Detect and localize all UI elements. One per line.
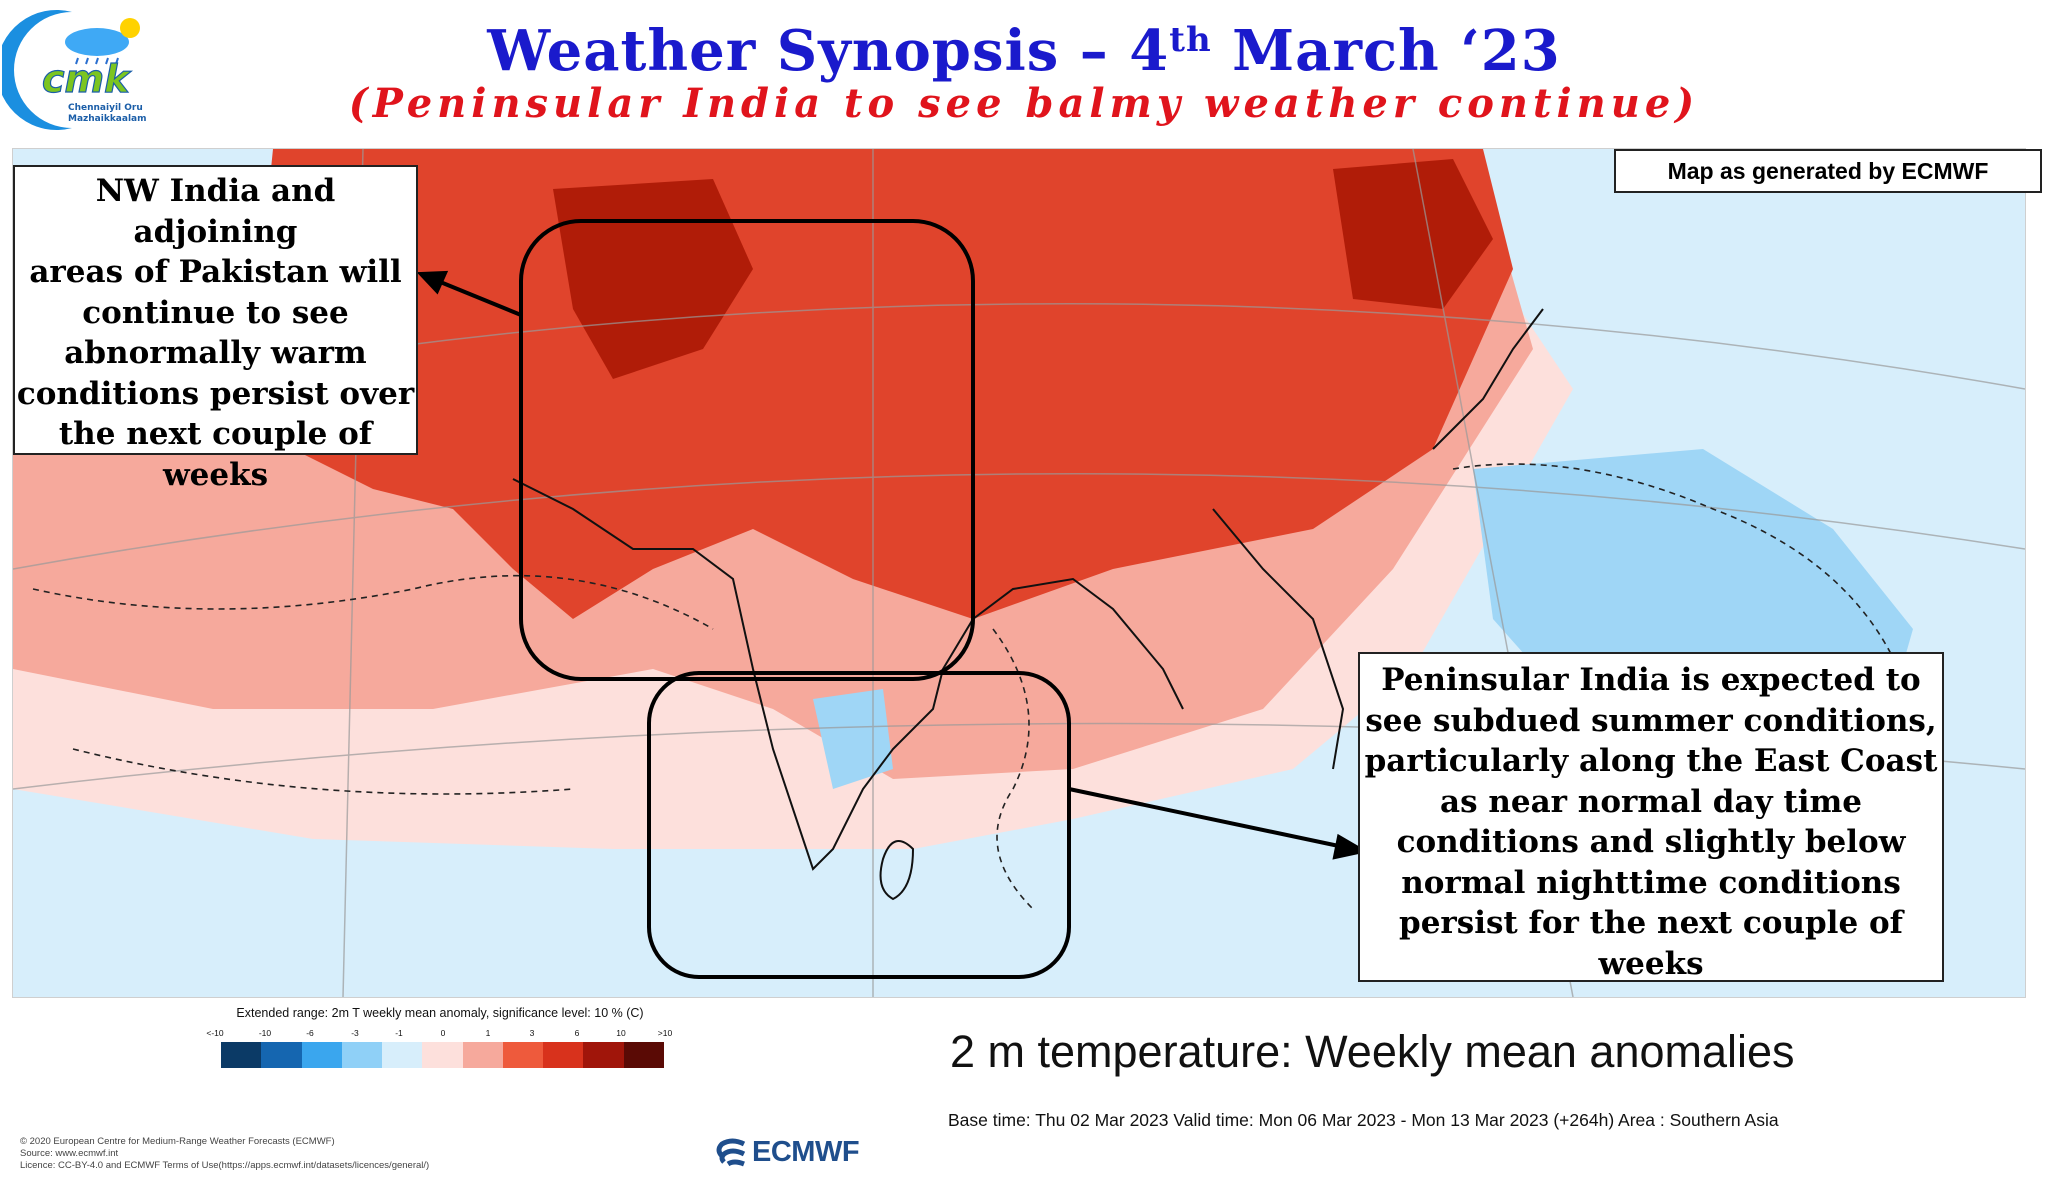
callout-nw-line: the next couple of <box>58 416 373 452</box>
base-time-text: Base time: Thu 02 Mar 2023 Valid time: M… <box>948 1110 1779 1130</box>
ecmwf-swirl-icon <box>716 1138 746 1167</box>
copyright-line: Source: www.ecmwf.int <box>20 1148 119 1159</box>
arrowhead-peninsular <box>1332 833 1369 860</box>
callout-pen-line: see subdued summer conditions, <box>1365 702 1937 739</box>
map-coastlines <box>512 308 1544 901</box>
callout-nw-line: NW India and adjoining <box>95 173 336 250</box>
peninsular-highlight-box <box>647 671 1071 979</box>
legend-tick: <-10 <box>206 1028 224 1038</box>
callout-pen-line: particularly along the East Coast <box>1364 743 1938 779</box>
legend-tick: 1 <box>485 1028 491 1038</box>
callout-pen-line: weeks <box>1598 945 1704 982</box>
legend-tick: -3 <box>351 1028 359 1038</box>
chart-title: 2 m temperature: Weekly mean anomalies <box>950 1026 1795 1077</box>
callout-nw-line: continue to see <box>82 294 349 331</box>
callout-peninsular-india: Peninsular India is expected to see subd… <box>1358 652 1944 982</box>
callout-nw-line: areas of Pakistan will <box>29 254 402 290</box>
arrowhead-nw <box>416 270 449 295</box>
region-light-blue-pacific <box>1633 169 2025 449</box>
logo-mark: cmk <box>42 57 132 101</box>
legend-swatch <box>623 1042 664 1068</box>
callout-arrows <box>416 270 1369 860</box>
legend-swatch <box>583 1042 624 1068</box>
legend-tick: >10 <box>657 1028 673 1038</box>
callout-pen-line: as near normal day time <box>1440 783 1862 820</box>
arrow-nw <box>432 277 522 317</box>
legend-tick: -10 <box>258 1028 272 1038</box>
cmk-logo: cmk Chennaiyil Oru Mazhaikkaalam <box>2 10 147 130</box>
arrow-peninsular <box>1068 787 1354 851</box>
copyright-line: © 2020 European Centre for Medium-Range … <box>20 1136 335 1147</box>
callout-nw-line: abnormally warm <box>64 335 367 371</box>
callout-pen-line: Peninsular India is expected to <box>1381 662 1921 698</box>
logo-cloud <box>65 28 129 56</box>
callout-nw-line: weeks <box>162 456 269 493</box>
legend-colorbar <box>221 1042 664 1068</box>
copyright-line: Licence: CC-BY-4.0 and ECMWF Terms of Us… <box>20 1160 430 1171</box>
legend-swatch <box>543 1042 584 1068</box>
logo-crescent <box>2 10 72 130</box>
legend-swatch <box>382 1042 423 1068</box>
legend-ticks: <-10 -10 -6 -3 -1 0 1 3 6 10 >10 <box>206 1028 672 1042</box>
callout-pen-line: conditions and slightly below <box>1396 824 1906 860</box>
page-title: Weather Synopsis – 4th March ‘23 <box>0 18 2048 84</box>
map-credit-label: Map as generated by ECMWF <box>1614 149 2042 193</box>
logo-rain <box>75 57 119 65</box>
legend-tick: 6 <box>574 1028 580 1038</box>
legend-tick: 0 <box>440 1028 446 1038</box>
title-superscript: th <box>1169 20 1212 60</box>
title-end: March ‘23 <box>1211 18 1561 84</box>
legend-tick: -1 <box>395 1028 403 1038</box>
copyright-notice: © 2020 European Centre for Medium-Range … <box>20 1136 429 1172</box>
legend-swatch <box>462 1042 503 1068</box>
callout-nw-line: conditions persist over <box>16 375 415 412</box>
region-deep-red-nw <box>553 179 753 379</box>
logo-line1: Chennaiyil Oru <box>68 103 143 113</box>
legend-swatch <box>221 1042 262 1068</box>
logo-sun <box>120 18 140 38</box>
legend-swatch <box>301 1042 342 1068</box>
legend-title: Extended range: 2m T weekly mean anomaly… <box>236 1006 644 1020</box>
ecmwf-logo-text: ECMWF <box>752 1136 860 1168</box>
ecmwf-logo: ECMWF <box>714 1136 874 1172</box>
legend-tick: -6 <box>306 1028 314 1038</box>
region-deep-red-ne <box>1333 159 1493 309</box>
legend-tick: 10 <box>616 1028 626 1038</box>
nw-india-highlight-box <box>519 219 975 681</box>
map-significance-contours <box>32 463 1914 910</box>
callout-pen-line: persist for the next couple of <box>1399 905 1903 941</box>
callout-nw-india: NW India and adjoining areas of Pakistan… <box>13 165 418 493</box>
legend-swatch <box>341 1042 383 1068</box>
page-subtitle: (Peninsular India to see balmy weather c… <box>348 80 1700 127</box>
logo-line2: Mazhaikkaalam <box>68 114 147 124</box>
legend-tick: 3 <box>529 1028 535 1038</box>
legend-swatch <box>422 1042 463 1068</box>
legend-swatch <box>261 1042 302 1068</box>
callout-pen-line: normal nighttime conditions <box>1401 864 1901 901</box>
title-main: Weather Synopsis – 4 <box>487 18 1170 84</box>
legend-swatch <box>502 1042 544 1068</box>
